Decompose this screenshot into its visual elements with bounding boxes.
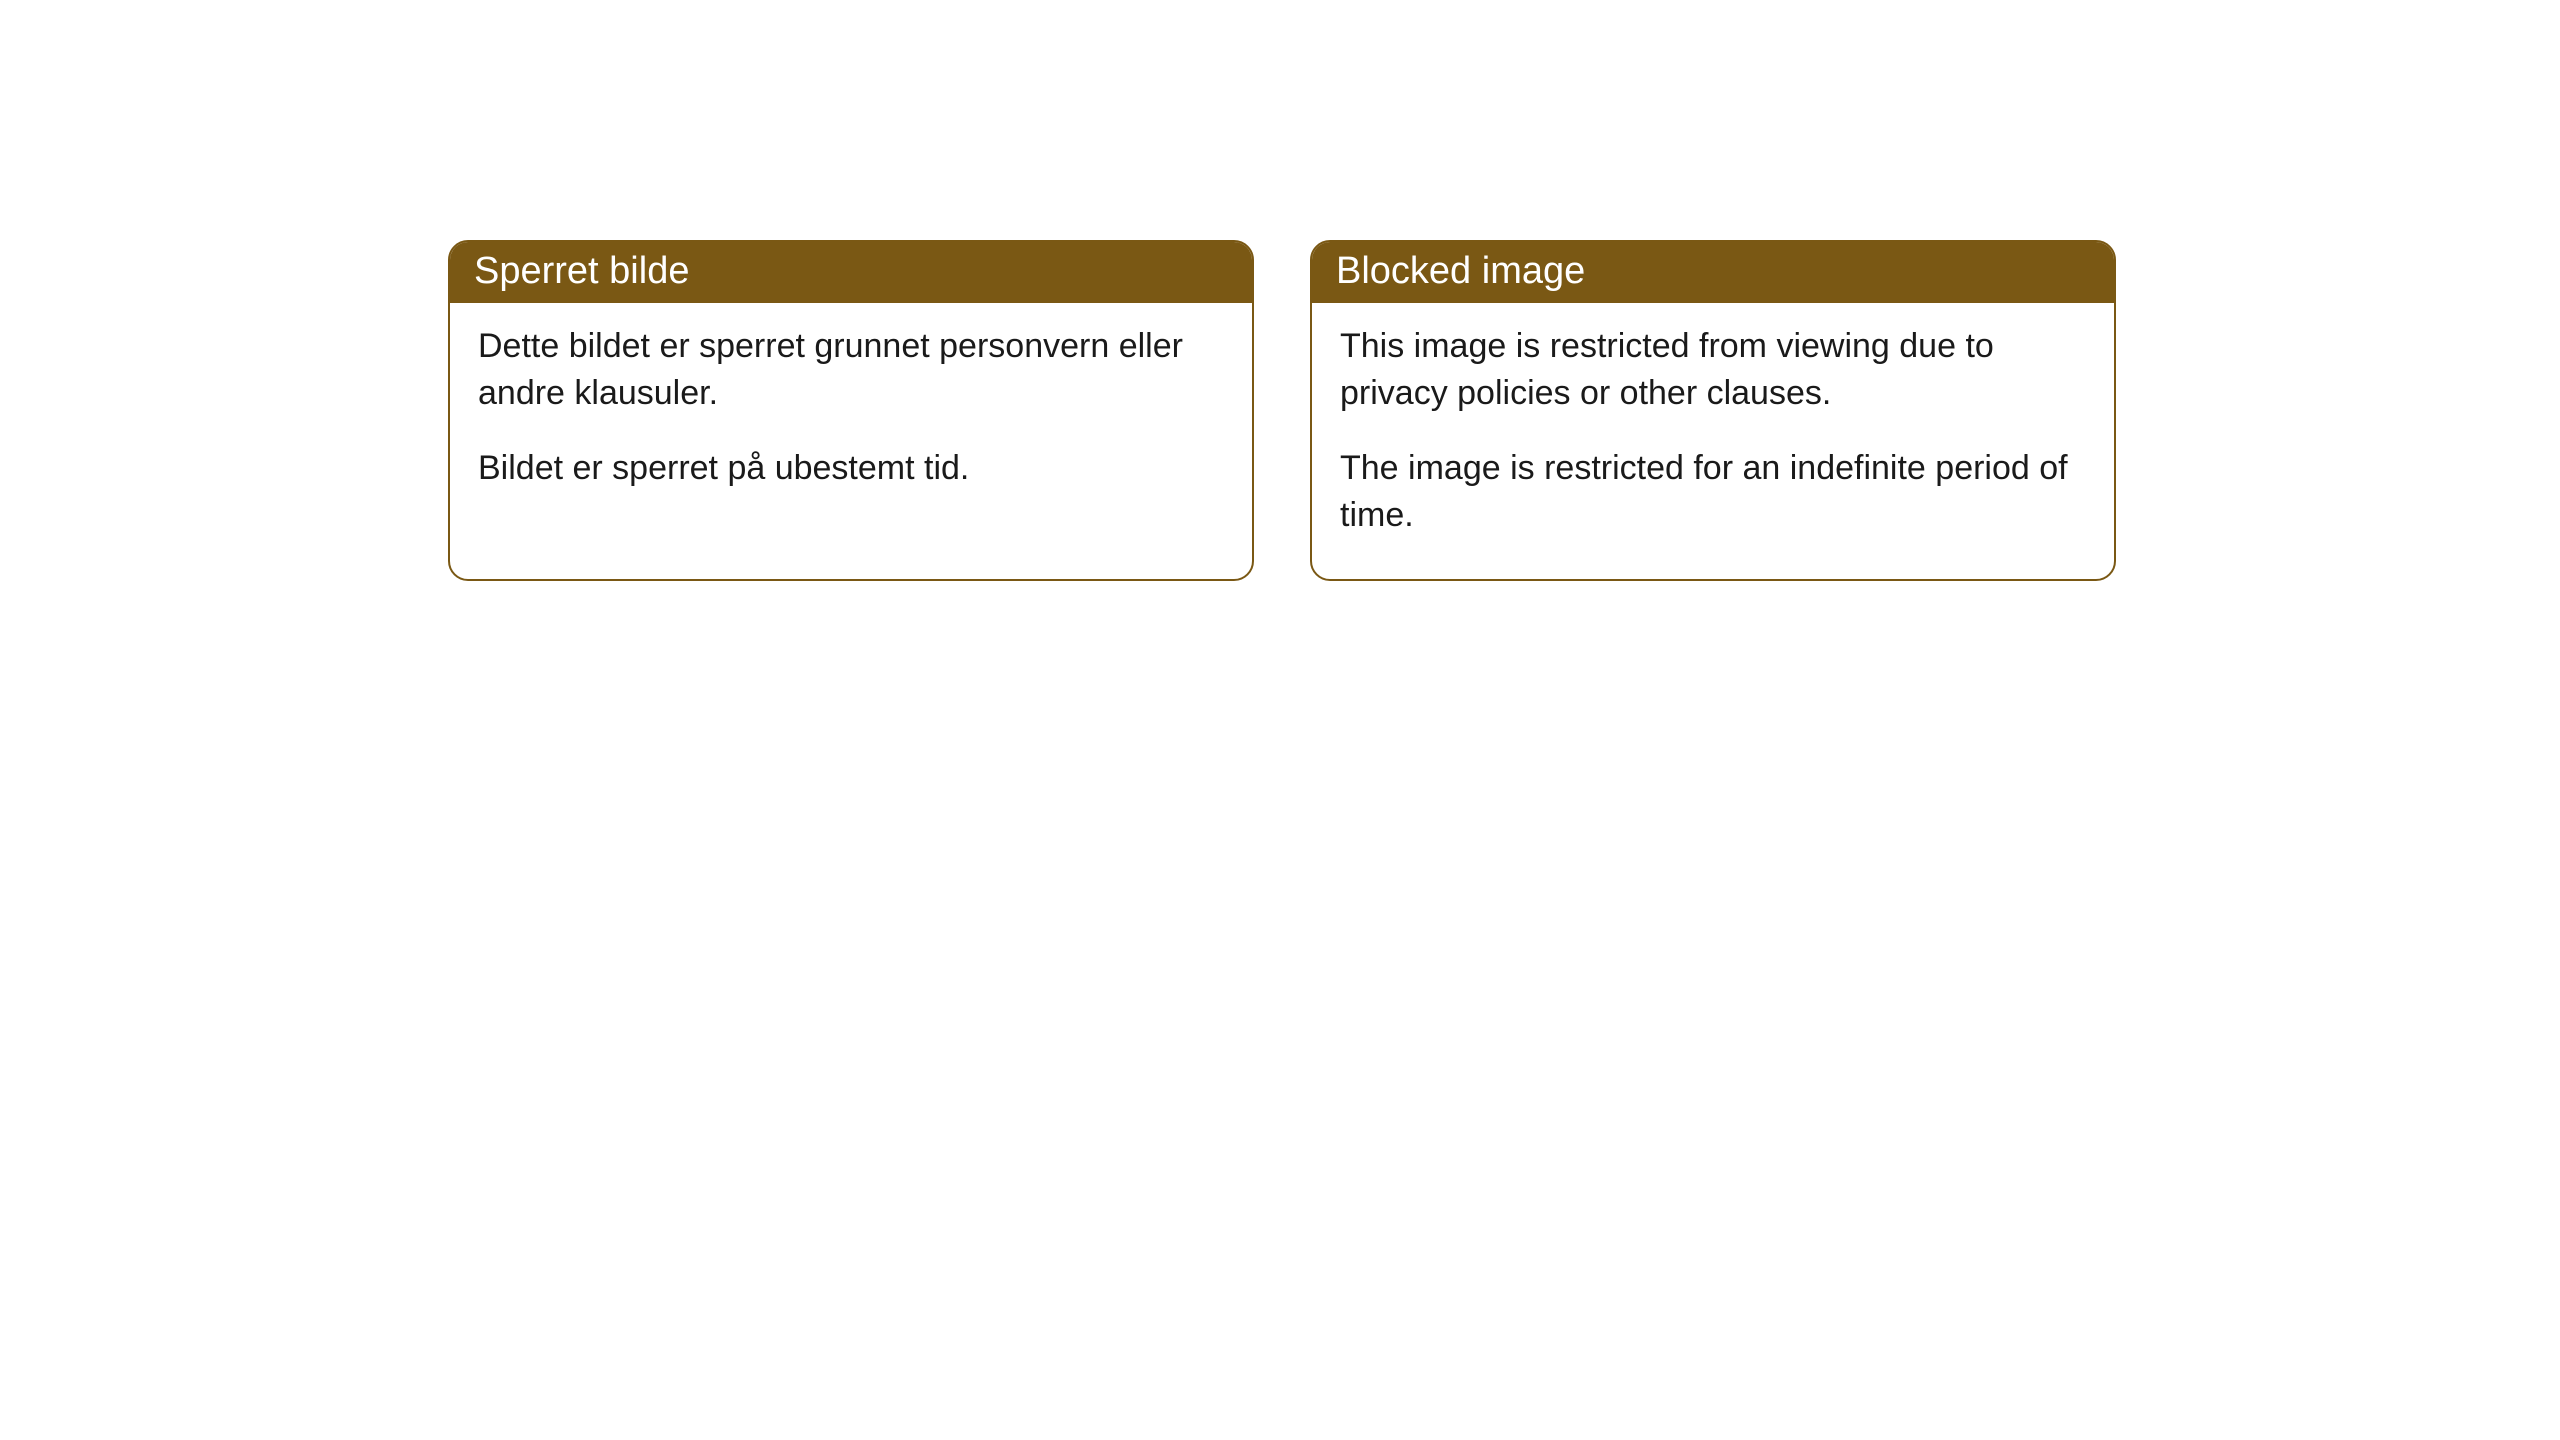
blocked-image-card-english: Blocked image This image is restricted f… xyxy=(1310,240,2116,581)
card-paragraph-2: The image is restricted for an indefinit… xyxy=(1340,445,2086,539)
card-paragraph-1: Dette bildet er sperret grunnet personve… xyxy=(478,323,1224,417)
blocked-image-card-norwegian: Sperret bilde Dette bildet er sperret gr… xyxy=(448,240,1254,581)
card-body: Dette bildet er sperret grunnet personve… xyxy=(450,303,1252,532)
card-paragraph-1: This image is restricted from viewing du… xyxy=(1340,323,2086,417)
card-body: This image is restricted from viewing du… xyxy=(1312,303,2114,579)
card-header: Blocked image xyxy=(1312,242,2114,303)
card-paragraph-2: Bildet er sperret på ubestemt tid. xyxy=(478,445,1224,492)
card-header: Sperret bilde xyxy=(450,242,1252,303)
cards-container: Sperret bilde Dette bildet er sperret gr… xyxy=(0,0,2560,581)
